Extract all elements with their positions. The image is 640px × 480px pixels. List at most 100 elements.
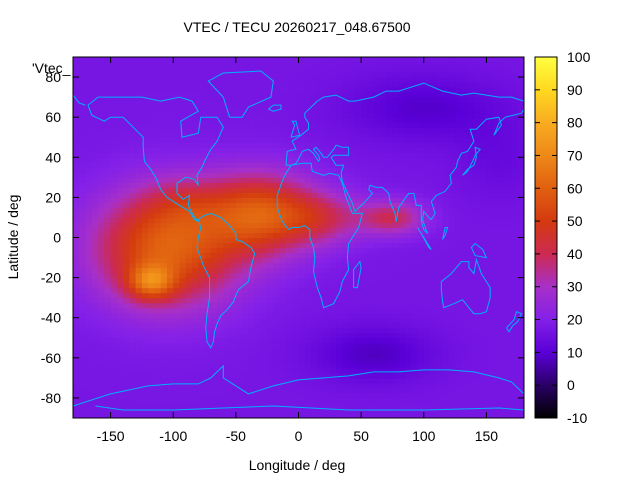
- heatmap-cell: [367, 277, 375, 284]
- heatmap-cell: [229, 322, 237, 329]
- heatmap-cell: [342, 142, 350, 148]
- heatmap-cell: [467, 127, 475, 133]
- heatmap-cell: [229, 77, 237, 83]
- heatmap-cell: [210, 327, 218, 334]
- heatmap-cell: [166, 307, 174, 314]
- heatmap-cell: [285, 267, 293, 274]
- heatmap-cell: [467, 177, 475, 183]
- heatmap-cell: [73, 187, 80, 193]
- heatmap-cell: [116, 272, 124, 279]
- heatmap-cell: [192, 157, 199, 163]
- heatmap-cell: [448, 322, 456, 329]
- heatmap-cell: [260, 102, 268, 108]
- heatmap-cell: [217, 332, 224, 339]
- heatmap-cell: [311, 162, 318, 168]
- heatmap-cell: [173, 222, 181, 229]
- heatmap-cell: [285, 312, 293, 319]
- heatmap-cell: [73, 407, 80, 414]
- heatmap-cell: [104, 137, 112, 143]
- heatmap-cell: [91, 177, 99, 183]
- heatmap-cell: [204, 172, 212, 178]
- heatmap-cell: [361, 167, 368, 173]
- heatmap-cell: [442, 352, 450, 359]
- heatmap-cell: [148, 192, 156, 198]
- heatmap-cell: [110, 377, 118, 384]
- heatmap-cell: [423, 282, 431, 289]
- heatmap-cell: [235, 92, 243, 98]
- heatmap-cell: [254, 212, 262, 219]
- heatmap-cell: [98, 107, 105, 113]
- heatmap-cell: [254, 262, 262, 269]
- heatmap-cell: [166, 227, 174, 234]
- heatmap-cell: [116, 192, 124, 198]
- heatmap-cell: [166, 112, 174, 118]
- heatmap-cell: [260, 357, 268, 364]
- heatmap-cell: [329, 107, 337, 113]
- heatmap-cell: [185, 177, 193, 183]
- heatmap-cell: [404, 397, 412, 404]
- heatmap-cell: [292, 177, 300, 183]
- heatmap-cell: [242, 232, 249, 239]
- heatmap-cell: [254, 357, 262, 364]
- heatmap-cell: [116, 322, 124, 329]
- heatmap-cell: [373, 192, 381, 198]
- heatmap-cell: [192, 297, 199, 304]
- heatmap-cell: [223, 207, 231, 214]
- heatmap-cell: [129, 197, 137, 203]
- heatmap-cell: [480, 72, 488, 78]
- heatmap-cell: [254, 272, 262, 279]
- heatmap-cell: [486, 172, 494, 178]
- heatmap-cell: [467, 377, 475, 384]
- heatmap-cell: [141, 102, 149, 108]
- heatmap-cell: [123, 62, 130, 68]
- heatmap-cell: [248, 162, 256, 168]
- heatmap-cell: [442, 362, 450, 369]
- heatmap-cell: [229, 102, 237, 108]
- heatmap-cell: [267, 237, 275, 244]
- heatmap-cell: [85, 337, 93, 344]
- heatmap-cell: [480, 412, 488, 418]
- heatmap-cell: [411, 157, 419, 163]
- heatmap-cell: [342, 367, 350, 374]
- heatmap-cell: [104, 232, 112, 239]
- heatmap: [73, 57, 524, 418]
- heatmap-cell: [411, 207, 419, 214]
- heatmap-cell: [116, 392, 124, 399]
- heatmap-cell: [298, 412, 306, 418]
- heatmap-cell: [141, 277, 149, 284]
- heatmap-cell: [298, 82, 306, 88]
- heatmap-cell: [373, 337, 381, 344]
- heatmap-cell: [448, 112, 456, 118]
- heatmap-cell: [373, 282, 381, 289]
- heatmap-cell: [336, 112, 343, 118]
- heatmap-cell: [135, 67, 143, 73]
- heatmap-cell: [173, 82, 181, 88]
- heatmap-cell: [367, 382, 375, 389]
- heatmap-cell: [461, 107, 469, 113]
- heatmap-cell: [260, 387, 268, 394]
- heatmap-cell: [317, 257, 325, 264]
- heatmap-cell: [160, 147, 168, 153]
- heatmap-cell: [254, 352, 262, 359]
- heatmap-cell: [104, 62, 112, 68]
- heatmap-cell: [498, 97, 506, 103]
- heatmap-cell: [342, 92, 350, 98]
- heatmap-cell: [91, 342, 99, 349]
- heatmap-cell: [298, 337, 306, 344]
- heatmap-cell: [254, 112, 262, 118]
- heatmap-cell: [185, 57, 193, 63]
- heatmap-cell: [423, 87, 431, 93]
- heatmap-cell: [298, 202, 306, 209]
- heatmap-cell: [354, 172, 362, 178]
- heatmap-cell: [323, 212, 331, 219]
- heatmap-cell: [242, 407, 249, 414]
- heatmap-cell: [166, 77, 174, 83]
- heatmap-cell: [442, 272, 450, 279]
- heatmap-cell: [348, 322, 356, 329]
- heatmap-cell: [166, 317, 174, 324]
- heatmap-cell: [292, 327, 300, 334]
- heatmap-cell: [392, 282, 400, 289]
- heatmap-cell: [311, 132, 318, 138]
- heatmap-cell: [260, 187, 268, 193]
- heatmap-cell: [91, 192, 99, 198]
